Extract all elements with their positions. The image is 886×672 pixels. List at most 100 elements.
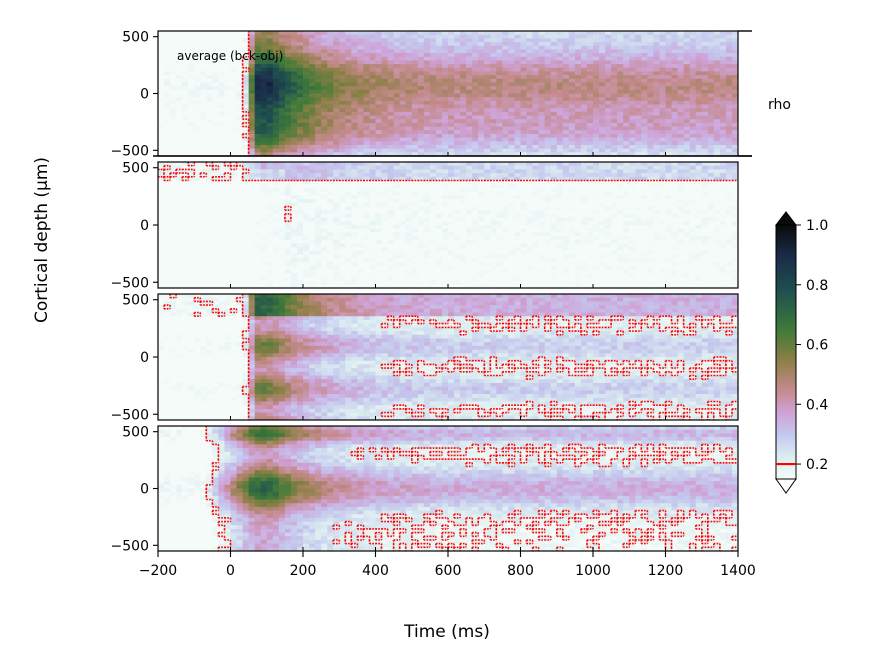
heatmap-cell <box>339 78 346 84</box>
heatmap-cell <box>399 184 407 189</box>
heatmap-cell <box>194 108 201 113</box>
heatmap-cell <box>713 187 721 193</box>
heatmap-cell <box>248 199 256 204</box>
heatmap-cell <box>599 45 606 50</box>
heatmap-cell <box>659 104 667 109</box>
heatmap-cell <box>176 148 183 153</box>
heatmap-cell <box>345 176 352 182</box>
heatmap-cell <box>417 165 425 171</box>
heatmap-cell <box>707 53 715 58</box>
heatmap-cell <box>290 176 298 182</box>
heatmap-cell <box>321 152 328 156</box>
heatmap-cell <box>345 144 352 150</box>
heatmap-cell <box>544 144 552 150</box>
heatmap-cell <box>200 89 207 95</box>
heatmap-cell <box>713 137 721 142</box>
heatmap-cell <box>230 86 238 91</box>
heatmap-cell <box>218 206 226 211</box>
heatmap-cell <box>647 217 655 222</box>
heatmap-cell <box>176 130 183 135</box>
heatmap-cell <box>363 130 371 135</box>
heatmap-cell <box>170 169 177 174</box>
heatmap-cell <box>182 64 189 69</box>
heatmap-cell <box>170 137 177 142</box>
heatmap-cell <box>544 187 552 193</box>
heatmap-cell <box>357 75 365 80</box>
heatmap-cell <box>532 130 540 135</box>
heatmap-cell <box>574 221 582 226</box>
heatmap-cell <box>242 34 250 39</box>
heatmap-cell <box>659 45 667 50</box>
heatmap-cell <box>617 187 624 193</box>
heatmap-cell <box>580 75 588 80</box>
heatmap-cell <box>393 148 401 153</box>
heatmap-cell <box>351 195 358 200</box>
heatmap-cell <box>707 64 715 69</box>
heatmap-cell <box>538 100 546 106</box>
heatmap-cell <box>242 75 250 80</box>
heatmap-cell <box>351 144 358 150</box>
heatmap-cell <box>562 176 570 182</box>
heatmap-cell <box>562 130 570 135</box>
heatmap-cell <box>472 162 479 167</box>
heatmap-cell <box>635 38 642 43</box>
heatmap-cell <box>490 195 497 200</box>
heatmap-cell <box>296 217 304 222</box>
heatmap-cell <box>405 49 413 54</box>
heatmap-cell <box>677 180 685 185</box>
heatmap-cell <box>351 53 358 58</box>
heatmap-cell <box>599 137 606 142</box>
heatmap-cell <box>200 93 207 98</box>
heatmap-cell <box>574 111 582 117</box>
heatmap-cell <box>599 122 606 128</box>
heatmap-cell <box>586 82 594 87</box>
heatmap-cell <box>478 210 485 215</box>
heatmap-cell <box>611 210 618 215</box>
heatmap-cell <box>653 115 661 120</box>
heatmap-cell <box>460 165 467 171</box>
heatmap-cell <box>641 173 648 178</box>
heatmap-cell <box>538 56 546 62</box>
heatmap-cell <box>641 217 648 222</box>
heatmap-cell <box>647 202 655 208</box>
heatmap-cell <box>236 31 244 36</box>
heatmap-cell <box>472 184 479 189</box>
heatmap-cell <box>617 115 624 120</box>
heatmap-cell <box>713 141 721 146</box>
heatmap-cell <box>719 56 727 62</box>
heatmap-cell <box>532 111 540 117</box>
heatmap-cell <box>671 89 679 95</box>
heatmap-cell <box>484 108 491 113</box>
heatmap-cell <box>212 42 220 47</box>
heatmap-cell <box>399 195 407 200</box>
heatmap-cell <box>236 75 244 80</box>
heatmap-cell <box>544 221 552 226</box>
heatmap-cell <box>665 97 673 102</box>
heatmap-cell <box>296 111 304 117</box>
heatmap-cell <box>544 126 552 131</box>
heatmap-cell <box>369 162 377 167</box>
heatmap-cell <box>387 53 395 58</box>
heatmap-cell <box>327 206 334 211</box>
heatmap-cell <box>490 93 497 98</box>
heatmap-cell <box>617 60 624 65</box>
heatmap-cell <box>623 31 630 36</box>
heatmap-cell <box>725 130 733 135</box>
heatmap-cell <box>502 144 510 150</box>
heatmap-cell <box>327 111 334 117</box>
heatmap-cell <box>321 49 328 54</box>
heatmap-cell <box>725 141 733 146</box>
heatmap-cell <box>484 86 491 91</box>
heatmap-cell <box>158 67 165 73</box>
heatmap-cell <box>617 195 624 200</box>
heatmap-cell <box>435 93 443 98</box>
heatmap-cell <box>713 206 721 211</box>
heatmap-cell <box>206 152 213 156</box>
heatmap-cell <box>399 31 407 36</box>
heatmap-cell <box>580 34 588 39</box>
heatmap-cell <box>441 213 449 219</box>
heatmap-cell <box>260 162 268 167</box>
heatmap-cell <box>593 141 600 146</box>
heatmap-cell <box>580 221 588 226</box>
heatmap-cell <box>538 97 546 102</box>
